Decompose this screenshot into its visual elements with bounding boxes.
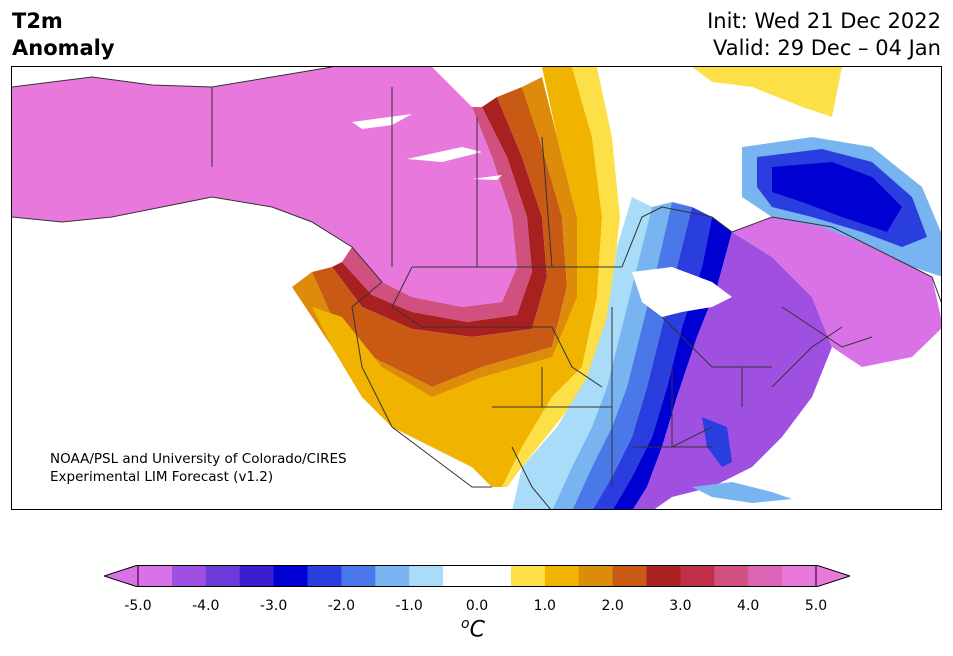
valid-date: Valid: 29 Dec – 04 Jan — [712, 36, 941, 60]
colorbar-bin — [307, 565, 342, 587]
cold-anomaly-quebec-core — [772, 162, 902, 232]
colorbar-bin — [341, 565, 376, 587]
colorbar-tick-label: 5.0 — [804, 598, 828, 614]
colorbar-tick-label: -2.0 — [327, 598, 356, 614]
colorbar-under-arrow — [104, 565, 139, 587]
colorbar-bin — [477, 565, 512, 587]
title-line-2: Anomaly — [12, 36, 115, 60]
unit-degree: o — [461, 616, 470, 632]
colorbar-frame — [137, 565, 817, 587]
political-borders — [12, 67, 941, 509]
cold-anomaly-florida — [702, 417, 732, 467]
warm-anomaly-yellow — [502, 67, 620, 487]
colorbar-bin — [748, 565, 783, 587]
warm-anomaly-northeast — [732, 217, 941, 367]
colorbar-bin — [612, 565, 647, 587]
colorbar-bin — [205, 565, 241, 587]
colorbar-bin — [714, 565, 749, 587]
colorbar-bin — [680, 565, 715, 587]
great-bear-lake — [407, 147, 482, 162]
colorbar-bin — [409, 565, 444, 587]
colorbar-tick-label: 3.0 — [669, 598, 692, 614]
colorbar-unit: oC — [461, 616, 485, 642]
colorbar-over-arrow — [815, 565, 850, 587]
anomaly-map: NOAA/PSL and University of Colorado/CIRE… — [11, 66, 942, 510]
colorbar-tick-label: 0.0 — [465, 598, 489, 614]
title-line-1: T2m — [12, 9, 63, 33]
colorbar-tick-label: -4.0 — [192, 598, 220, 614]
credit-line-2: Experimental LIM Forecast (v1.2) — [50, 469, 274, 485]
colorbar-tick-label: -5.0 — [124, 598, 152, 614]
unit-letter: C — [469, 617, 485, 643]
arctic-neutral — [597, 67, 832, 217]
colorbar-bin — [138, 565, 173, 587]
init-date: Init: Wed 21 Dec 2022 — [707, 9, 941, 33]
great-slave-lake — [352, 114, 412, 129]
credit-line-1: NOAA/PSL and University of Colorado/CIRE… — [50, 451, 347, 467]
colorbar-tick-label: 2.0 — [601, 598, 624, 614]
cuba — [692, 482, 792, 503]
colorbar-bin — [239, 565, 275, 587]
colorbar-tick-label: -1.0 — [395, 598, 423, 614]
map-title: T2m Anomaly — [12, 8, 115, 62]
colorbar-ticks: -5.0 -4.0 -3.0 -2.0 -1.0 0.0 1.0 2.0 3.0 4.0 5.0 — [0, 598, 953, 618]
colorbar-bin — [171, 565, 207, 587]
great-lakes — [632, 267, 732, 317]
colorbar-tick-label: -3.0 — [259, 598, 288, 614]
warm-anomaly-edge — [312, 67, 602, 487]
warm-arctic-patch — [692, 67, 842, 117]
lake-athabasca — [472, 175, 502, 180]
warm-anomaly-core — [12, 67, 517, 307]
cold-anomaly-purple — [633, 232, 832, 509]
forecast-dates: Init: Wed 21 Dec 2022 Valid: 29 Dec – 04… — [707, 8, 941, 62]
map-canvas — [12, 67, 941, 509]
colorbar-bin — [443, 565, 478, 587]
colorbar-graphic — [104, 565, 850, 587]
colorbar — [104, 565, 850, 587]
colorbar-bin — [375, 565, 410, 587]
colorbar-bin — [578, 565, 614, 587]
cold-anomaly-fringe — [512, 197, 652, 509]
warm-anomaly-ring-4 — [342, 107, 532, 322]
colorbar-bin — [510, 565, 546, 587]
colorbar-bin — [782, 565, 817, 587]
data-credit: NOAA/PSL and University of Colorado/CIRE… — [50, 450, 347, 486]
warm-anomaly-ring-3 — [332, 97, 547, 337]
colorbar-bin — [646, 565, 681, 587]
colorbar-tick-label: 4.0 — [737, 598, 760, 614]
colorbar-bin — [273, 565, 308, 587]
colorbar-tick-label: 1.0 — [533, 598, 556, 614]
colorbar-bin — [544, 565, 580, 587]
